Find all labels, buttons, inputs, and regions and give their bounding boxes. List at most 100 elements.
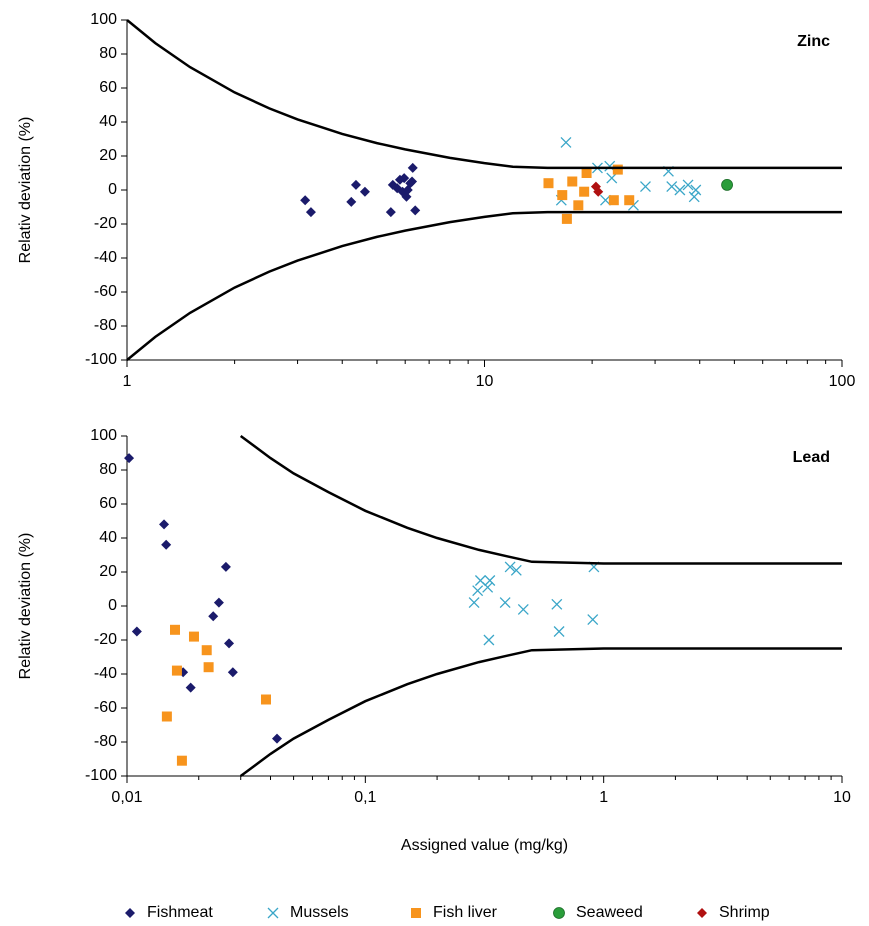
point: [359, 186, 370, 197]
point: [176, 755, 187, 766]
point: [305, 207, 316, 218]
y-tick-label: 40: [99, 113, 117, 130]
point: [401, 191, 412, 202]
point: [472, 585, 484, 597]
chart-title: Lead: [793, 449, 830, 466]
point: [213, 597, 224, 608]
legend-label: Fishmeat: [147, 904, 213, 921]
point: [483, 634, 495, 646]
point: [504, 561, 516, 573]
y-tick-label: 60: [99, 79, 117, 96]
y-tick-label: -100: [85, 767, 117, 784]
point: [171, 665, 182, 676]
point: [159, 519, 170, 530]
point: [543, 178, 554, 189]
limit-curve: [126, 210, 842, 361]
point: [682, 179, 694, 191]
point: [606, 172, 618, 184]
point: [350, 179, 361, 190]
legend-label: Shrimp: [719, 904, 770, 921]
point: [300, 195, 311, 206]
point: [674, 184, 686, 196]
point: [690, 184, 702, 196]
point: [201, 645, 212, 656]
point: [385, 207, 396, 218]
point: [553, 626, 565, 637]
point: [721, 178, 733, 191]
y-tick-label: 0: [108, 181, 117, 198]
point: [517, 603, 529, 615]
point: [224, 638, 235, 649]
point: [551, 598, 563, 610]
y-tick-label: -80: [94, 317, 117, 334]
legend-label: Fish liver: [433, 904, 498, 921]
y-axis-label: Relativ deviation (%): [17, 117, 34, 264]
y-tick-label: 40: [99, 529, 117, 546]
x-tick-label: 1: [123, 373, 132, 390]
point: [272, 733, 283, 744]
point: [399, 173, 410, 184]
point: [560, 136, 572, 148]
point: [640, 181, 651, 193]
point: [185, 682, 196, 693]
limit-curve: [239, 434, 842, 565]
legend-label: Seaweed: [576, 904, 643, 921]
point: [260, 694, 271, 705]
y-tick-label: 100: [90, 427, 117, 444]
legend-marker: [267, 907, 279, 919]
x-tick-label: 100: [829, 373, 856, 390]
chart-title: Zinc: [797, 33, 830, 50]
point: [161, 711, 172, 722]
point: [169, 624, 180, 635]
legend-marker: [697, 908, 707, 918]
point: [346, 196, 357, 207]
point: [468, 597, 480, 609]
y-tick-label: -40: [94, 249, 117, 266]
y-tick-label: 80: [99, 45, 117, 62]
y-tick-label: 100: [90, 11, 117, 28]
point: [208, 611, 219, 622]
y-axis-label: Relativ deviation (%): [17, 533, 34, 680]
point: [666, 181, 678, 193]
point: [624, 195, 635, 206]
point: [410, 205, 421, 216]
point: [131, 626, 142, 637]
x-axis-label: Assigned value (mg/kg): [401, 837, 568, 854]
legend-marker: [411, 908, 421, 918]
point: [587, 614, 599, 626]
y-tick-label: -40: [94, 665, 117, 682]
point: [484, 575, 496, 586]
x-tick-label: 10: [476, 373, 494, 390]
point: [407, 176, 418, 187]
y-tick-label: -80: [94, 733, 117, 750]
y-tick-label: -20: [94, 631, 117, 648]
point: [579, 186, 590, 197]
y-tick-label: -100: [85, 351, 117, 368]
point: [499, 597, 511, 609]
point: [188, 631, 199, 642]
y-tick-label: 20: [99, 563, 117, 580]
point: [688, 191, 700, 203]
point: [407, 162, 418, 173]
point: [581, 168, 592, 178]
legend-marker: [125, 908, 135, 918]
point: [482, 581, 494, 593]
point: [573, 200, 584, 211]
point: [561, 213, 572, 224]
y-tick-label: 80: [99, 461, 117, 478]
y-tick-label: -60: [94, 283, 117, 300]
point: [220, 561, 231, 572]
y-tick-label: 60: [99, 495, 117, 512]
limit-curve: [239, 647, 842, 778]
point: [161, 539, 172, 550]
point: [593, 186, 604, 197]
limit-curve: [126, 19, 842, 170]
point: [510, 564, 522, 576]
point: [567, 176, 578, 187]
x-tick-label: 1: [599, 789, 608, 806]
y-tick-label: -20: [94, 215, 117, 232]
point: [227, 667, 238, 678]
y-tick-label: 0: [108, 597, 117, 614]
point: [612, 164, 623, 175]
